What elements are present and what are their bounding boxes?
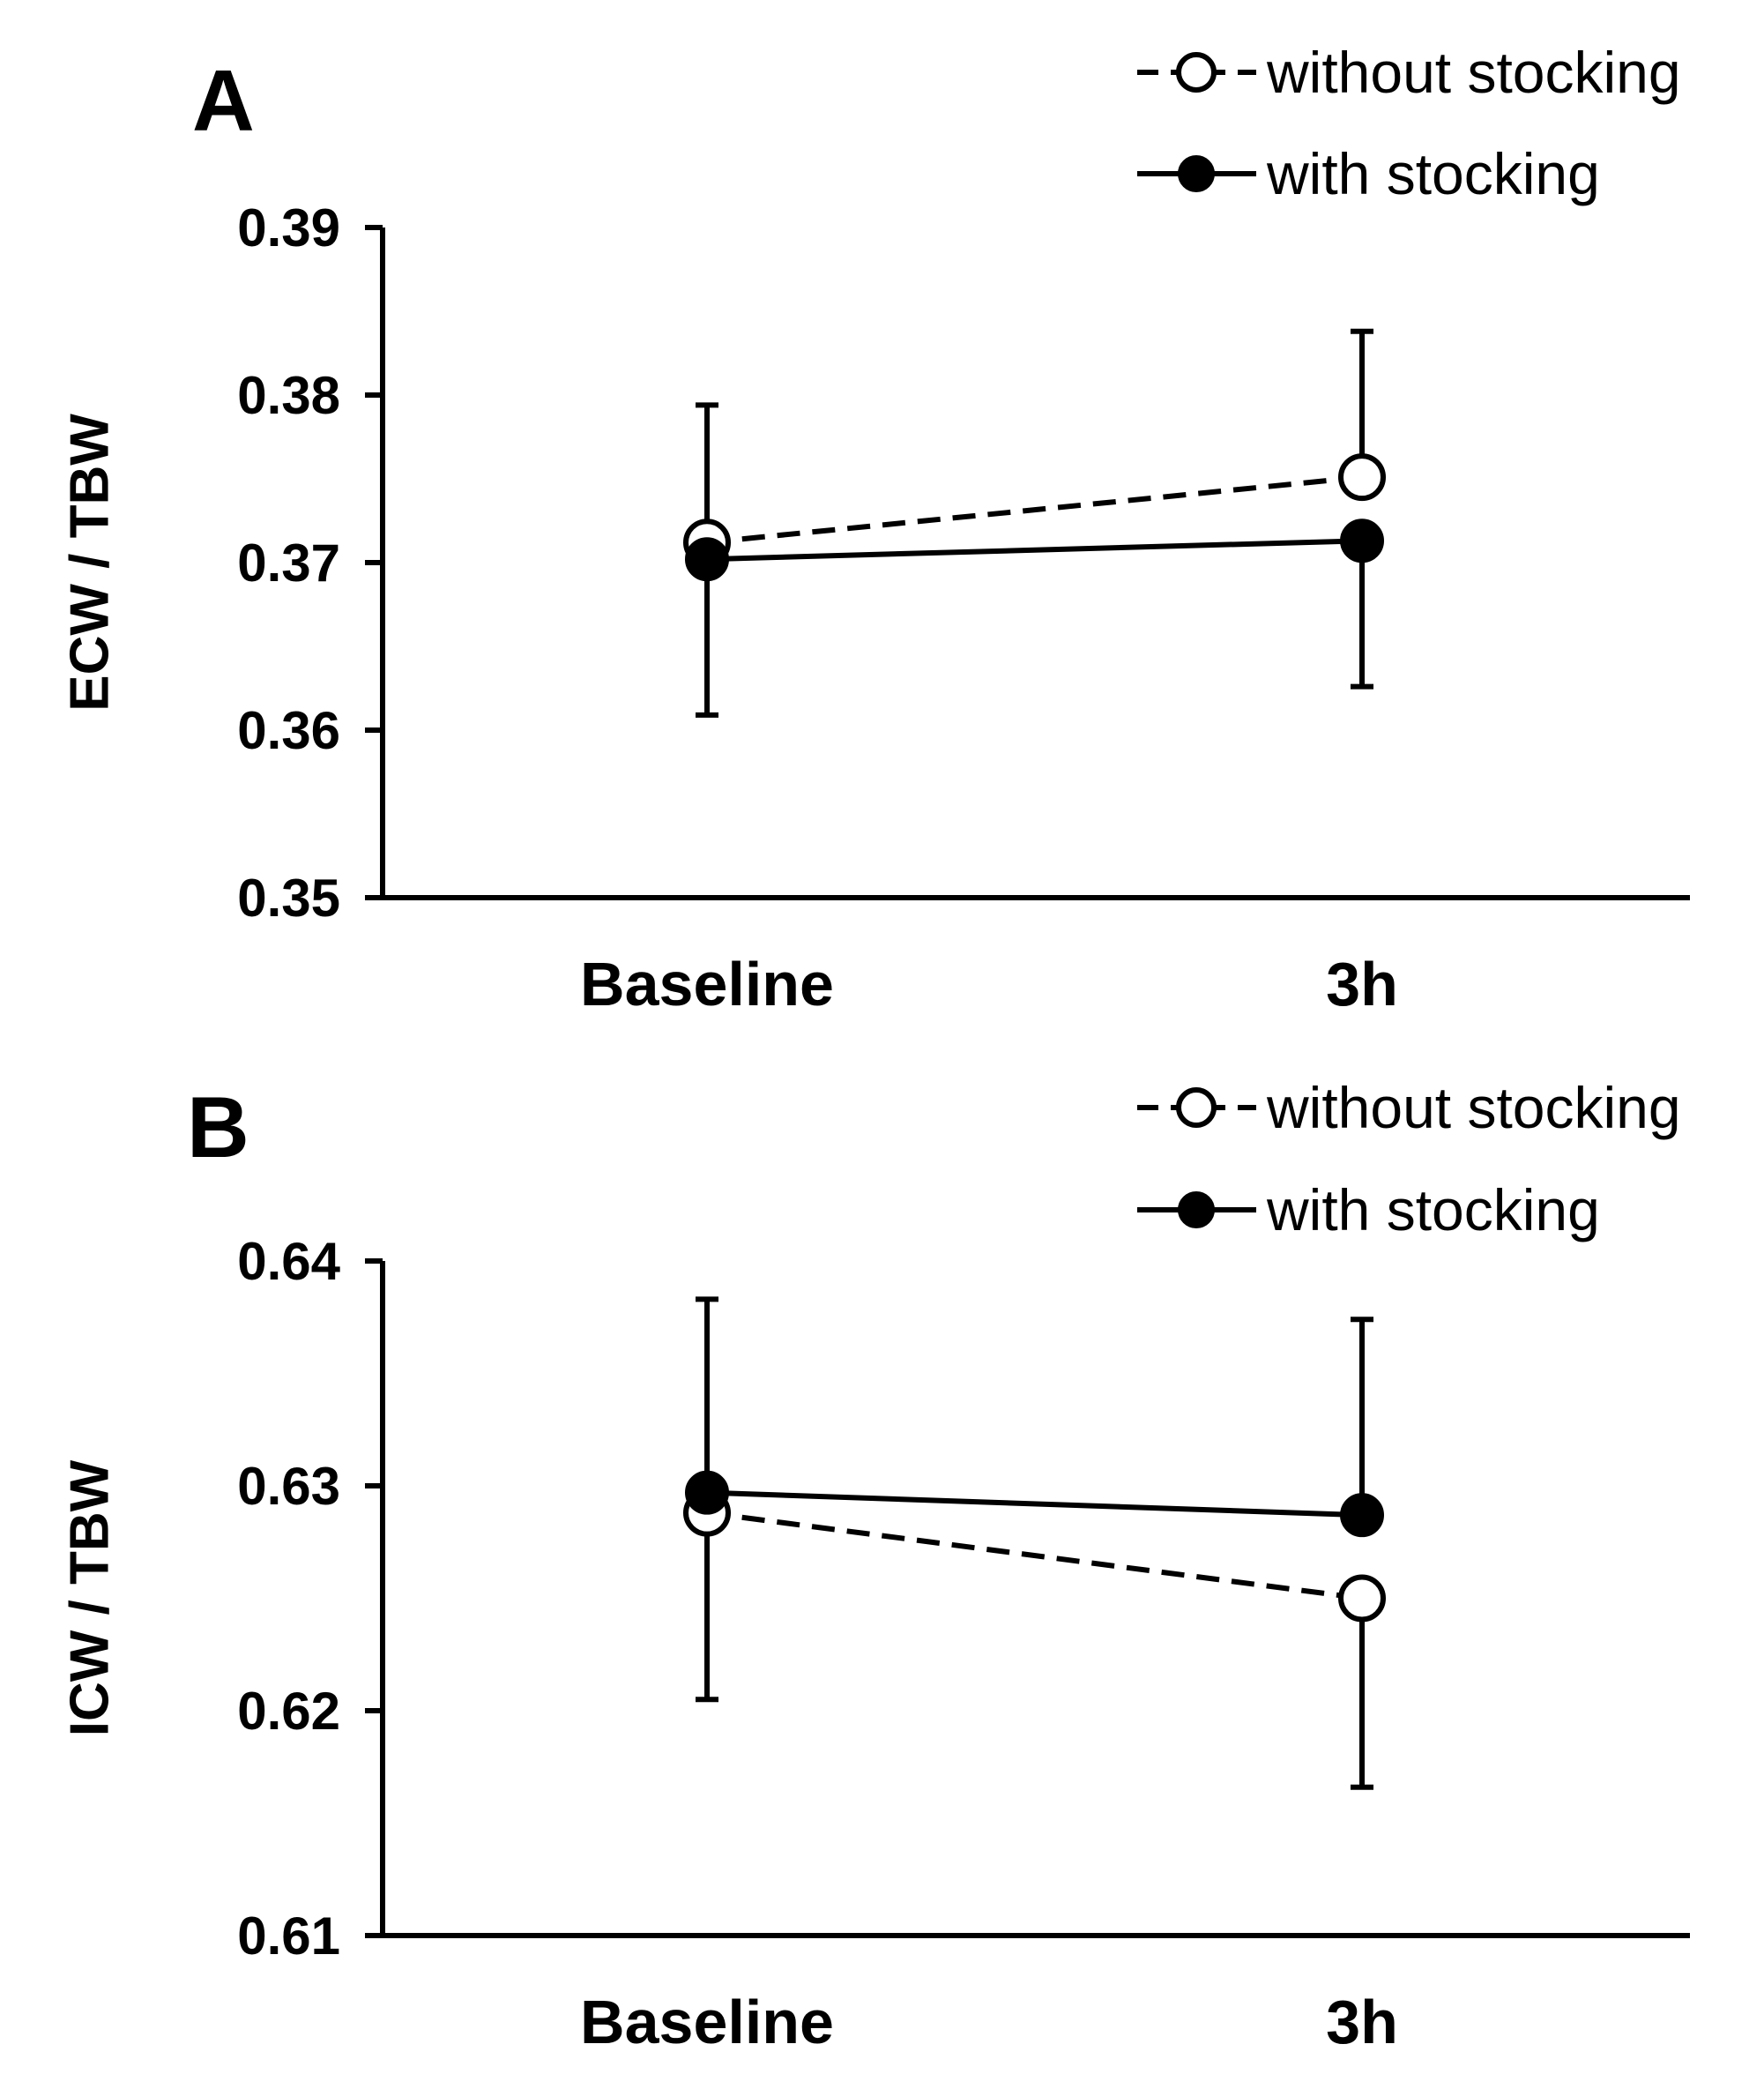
- panel-letter: B: [187, 1078, 249, 1175]
- y-tick-label: 0.62: [237, 1682, 340, 1741]
- legend-filled-circle-icon: [1178, 155, 1215, 192]
- legend-item: without stocking: [1137, 40, 1681, 105]
- series-line-without-stocking: [706, 1510, 1363, 1601]
- x-category-label: Baseline: [580, 950, 834, 1018]
- x-category-label: 3h: [1326, 1988, 1398, 2056]
- chart-panel-a: A 0.35 0.36 0.37 0.38 0.39 ECW / TBW Baseline 3h…: [60, 40, 1690, 1018]
- filled-circle-marker: [685, 1470, 729, 1515]
- panel-letter: A: [192, 52, 255, 149]
- y-axis-title: ICW / TBW: [60, 1459, 121, 1736]
- filled-circle-marker: [1340, 519, 1384, 563]
- y-tick-label: 0.35: [237, 869, 340, 928]
- filled-circle-marker: [685, 537, 729, 582]
- x-category-label: Baseline: [580, 1988, 834, 2056]
- legend-item: with stocking: [1137, 141, 1600, 206]
- y-tick-label: 0.64: [237, 1232, 340, 1291]
- legend-label: with stocking: [1266, 141, 1600, 206]
- series-line-with-stocking: [706, 1489, 1363, 1518]
- legend-open-circle-icon: [1176, 1087, 1217, 1128]
- legend-item: without stocking: [1137, 1075, 1681, 1140]
- chart-panel-b: B 0.61 0.62 0.63 0.64 ICW / TBW Baseline 3h with…: [60, 1075, 1690, 2056]
- filled-circle-marker: [1340, 1493, 1384, 1538]
- y-tick-label: 0.39: [237, 198, 340, 257]
- y-tick-label: 0.38: [237, 366, 340, 425]
- y-tick-label: 0.37: [237, 533, 340, 593]
- open-circle-marker: [1338, 453, 1386, 502]
- legend-filled-circle-icon: [1178, 1191, 1215, 1228]
- y-axis-title: ECW / TBW: [60, 414, 121, 712]
- series-line-with-stocking: [706, 538, 1363, 563]
- series-line-without-stocking: [706, 474, 1363, 546]
- legend-label: without stocking: [1266, 1075, 1681, 1140]
- y-tick-label: 0.36: [237, 701, 340, 760]
- legend-label: with stocking: [1266, 1177, 1600, 1242]
- y-tick-label: 0.61: [237, 1906, 340, 1966]
- legend-label: without stocking: [1266, 40, 1681, 105]
- x-category-label: 3h: [1326, 950, 1398, 1018]
- open-circle-marker: [1338, 1574, 1386, 1623]
- legend-open-circle-icon: [1176, 52, 1217, 93]
- y-tick-label: 0.63: [237, 1457, 340, 1516]
- legend-item: with stocking: [1137, 1177, 1600, 1242]
